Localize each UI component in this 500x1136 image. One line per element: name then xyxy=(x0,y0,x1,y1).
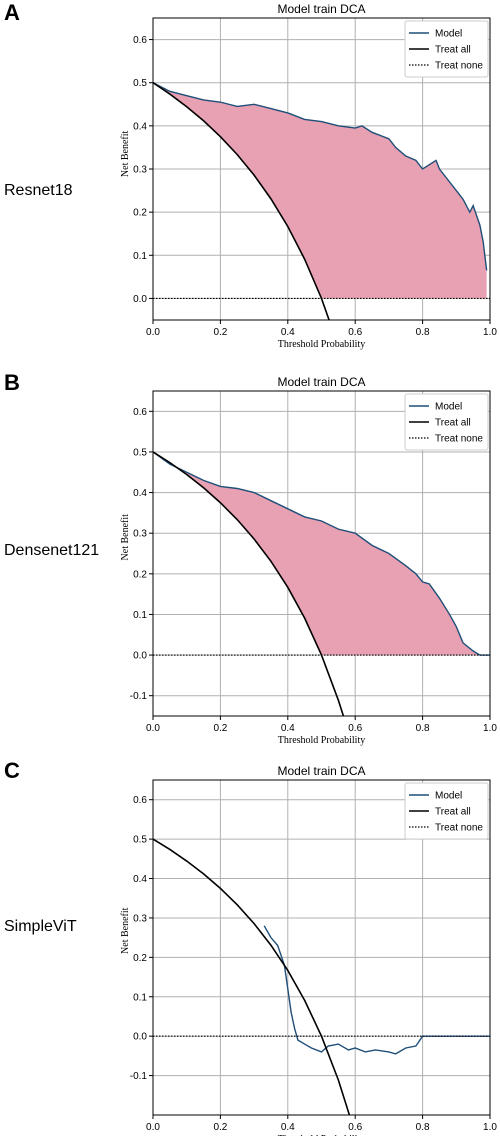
y-tick-label: 0.2 xyxy=(133,953,147,964)
panel-b: B Densenet121 Model train DCA 0.0 0.2 0.4 0.… xyxy=(0,370,500,750)
panel-letter: B xyxy=(4,370,20,395)
legend-box xyxy=(404,782,489,840)
series-line-treat-all xyxy=(153,838,351,1115)
y-tick-label: 0.5 xyxy=(133,447,147,458)
x-tick-label: 1.0 xyxy=(483,327,497,338)
panel-letter: A xyxy=(4,0,20,25)
legend-box xyxy=(404,20,489,78)
y-tick-label: 0.6 xyxy=(133,795,147,806)
x-tick-label: 0.2 xyxy=(213,1122,227,1133)
y-tick-label: 0.3 xyxy=(133,913,147,924)
y-axis-label: Net Benefit xyxy=(120,907,131,954)
y-tick-label: 0.3 xyxy=(133,165,147,176)
x-tick-label: 0.8 xyxy=(416,327,430,338)
y-tick-label: 0.1 xyxy=(133,251,147,262)
x-tick-label: 0.4 xyxy=(281,723,295,734)
chart-title: Model train DCA xyxy=(277,375,365,389)
y-axis-label: Net Benefit xyxy=(120,514,131,561)
legend-box xyxy=(404,393,489,451)
chart-b: Model train DCA 0.0 0.2 0.4 0.6 0.8 1.0 -0.1 0.0… xyxy=(120,375,497,746)
net-benefit-fill xyxy=(153,82,487,299)
chart-title: Model train DCA xyxy=(277,764,365,778)
x-tick-label: 0.6 xyxy=(348,327,362,338)
legend-label: Treat none xyxy=(435,61,483,72)
y-tick-label: 0.3 xyxy=(133,529,147,540)
net-benefit-fill xyxy=(153,451,490,656)
series-line-model xyxy=(263,925,490,1055)
series-line-model xyxy=(153,82,488,271)
y-tick-label: 0.2 xyxy=(133,208,147,219)
y-tick-label: 0.0 xyxy=(133,651,147,662)
x-tick-label: 0.0 xyxy=(146,327,160,338)
x-tick-label: 0.6 xyxy=(348,1122,362,1133)
x-tick-label: 0.0 xyxy=(146,1122,160,1133)
x-tick-label: 1.0 xyxy=(483,1122,497,1133)
panel-c: C SimpleViT Model train DCA 0.0 0.2 0.4 0.6 0… xyxy=(0,750,500,1136)
legend-label: Model xyxy=(435,29,462,40)
legend-label: Model xyxy=(435,791,462,802)
y-tick-label: 0.4 xyxy=(133,874,147,885)
x-tick-label: 0.8 xyxy=(416,1122,430,1133)
y-tick-label: -0.1 xyxy=(130,1071,148,1082)
y-tick-label: 0.0 xyxy=(133,1032,147,1043)
plot-frame xyxy=(152,390,491,717)
legend-label: Treat all xyxy=(435,45,471,56)
y-tick-label: 0.2 xyxy=(133,569,147,580)
panel-a: A Resnet18 Model train DCA 0.0 0.2 0.4 0.6 0.… xyxy=(0,0,500,370)
series-line-model xyxy=(153,451,490,656)
y-tick-label: 0.1 xyxy=(133,610,147,621)
row-label: Densenet121 xyxy=(4,542,100,559)
x-tick-label: 0.4 xyxy=(281,1122,295,1133)
y-tick-label: 0.5 xyxy=(133,78,147,89)
legend-label: Model xyxy=(435,402,462,413)
legend-label: Treat all xyxy=(435,807,471,818)
x-axis-label: Threshold Probability xyxy=(278,1134,366,1136)
chart-title: Model train DCA xyxy=(277,2,365,16)
x-tick-label: 0.6 xyxy=(348,723,362,734)
y-tick-label: 0.4 xyxy=(133,121,147,132)
x-tick-label: 0.2 xyxy=(213,327,227,338)
y-tick-label: 0.5 xyxy=(133,835,147,846)
panel-letter: C xyxy=(4,758,20,783)
x-tick-label: 1.0 xyxy=(483,723,497,734)
x-tick-label: 0.8 xyxy=(416,723,430,734)
y-tick-label: 0.0 xyxy=(133,294,147,305)
x-tick-label: 0.0 xyxy=(146,723,160,734)
series-line-treat-all xyxy=(153,82,330,320)
legend-label: Treat none xyxy=(435,823,483,834)
y-tick-label: -0.1 xyxy=(130,691,148,702)
y-tick-label: 0.6 xyxy=(133,407,147,418)
x-axis-label: Threshold Probability xyxy=(278,735,366,746)
y-tick-label: 0.6 xyxy=(133,35,147,46)
legend-label: Treat none xyxy=(435,434,483,445)
y-tick-label: 0.4 xyxy=(133,488,147,499)
y-axis-label: Net Benefit xyxy=(120,130,131,177)
x-tick-label: 0.2 xyxy=(213,723,227,734)
row-label: Resnet18 xyxy=(4,182,73,199)
x-tick-label: 0.4 xyxy=(281,327,295,338)
x-axis-label: Threshold Probability xyxy=(278,339,366,350)
legend-label: Treat all xyxy=(435,418,471,429)
chart-c: Model train DCA 0.0 0.2 0.4 0.6 0.8 1.0 -0.1 0.0… xyxy=(120,764,497,1136)
row-label: SimpleViT xyxy=(4,918,77,935)
y-tick-label: 0.1 xyxy=(133,992,147,1003)
plot-frame xyxy=(152,779,491,1116)
chart-a: Model train DCA 0.0 0.2 0.4 0.6 0.8 1.0 0.0 0.1 0… xyxy=(120,2,497,350)
